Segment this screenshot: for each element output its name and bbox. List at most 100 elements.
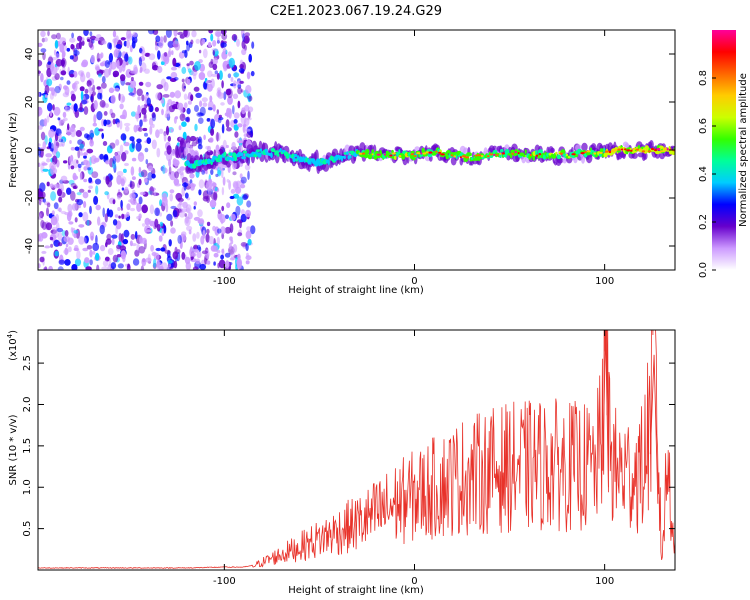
noise-blob <box>231 34 238 41</box>
noise-blob <box>209 137 214 143</box>
noise-blob <box>232 80 237 89</box>
noise-blob <box>84 133 89 139</box>
noise-blob <box>182 131 187 140</box>
noise-blob <box>218 114 222 119</box>
noise-blob <box>96 264 100 270</box>
noise-blob <box>96 86 101 90</box>
noise-blob <box>201 97 208 103</box>
noise-blob <box>245 209 251 218</box>
noise-blob <box>155 129 160 139</box>
noise-blob <box>95 252 100 261</box>
noise-blob <box>90 54 96 64</box>
noise-blob <box>44 37 48 42</box>
trace-peak <box>580 152 585 155</box>
noise-blob <box>96 111 103 121</box>
trace-peak <box>389 154 393 157</box>
trace-peak <box>641 150 646 153</box>
noise-blob <box>251 41 255 49</box>
noise-blob <box>159 212 163 217</box>
trace-peak <box>499 152 502 155</box>
noise-blob <box>197 138 201 143</box>
trace-halo <box>550 147 555 153</box>
noise-blob <box>121 151 127 162</box>
noise-blob <box>144 147 149 153</box>
noise-blob <box>38 263 41 269</box>
noise-blob <box>69 55 74 60</box>
noise-blob <box>83 159 89 166</box>
noise-blob <box>89 231 95 241</box>
noise-blob <box>89 132 95 138</box>
noise-blob <box>99 100 106 108</box>
trace-peak <box>611 149 615 153</box>
noise-blob <box>193 216 201 221</box>
noise-blob <box>168 263 172 268</box>
noise-blob <box>199 100 203 107</box>
trace-core <box>259 148 263 152</box>
noise-blob <box>92 250 96 255</box>
noise-blob <box>86 80 92 87</box>
noise-blob <box>138 166 142 174</box>
noise-blob <box>46 202 51 208</box>
noise-blob <box>156 84 163 90</box>
trace-core <box>535 150 538 156</box>
y-tick-label: -20 <box>24 190 35 206</box>
snr-line <box>38 330 675 569</box>
noise-blob <box>166 152 173 162</box>
noise-blob <box>237 100 241 109</box>
noise-blob <box>193 86 200 92</box>
noise-blob <box>173 260 178 269</box>
noise-blob <box>129 44 133 53</box>
noise-blob <box>135 142 142 152</box>
noise-blob <box>181 121 187 127</box>
noise-blob <box>112 30 117 38</box>
noise-blob <box>41 162 48 166</box>
noise-blob <box>53 91 57 97</box>
noise-blob <box>38 199 42 206</box>
noise-blob <box>55 32 61 40</box>
noise-blob <box>95 185 99 195</box>
noise-blob <box>57 188 62 197</box>
noise-blob <box>45 153 53 158</box>
noise-blob <box>179 201 183 206</box>
noise-blob <box>141 50 146 57</box>
noise-blob <box>166 213 173 221</box>
noise-blob <box>172 209 178 218</box>
trace-peak <box>383 153 386 156</box>
trace-peak <box>358 152 363 155</box>
noise-blob <box>191 141 197 147</box>
noise-blob <box>245 260 250 265</box>
noise-blob <box>67 203 73 213</box>
noise-blob <box>118 65 123 73</box>
noise-blob <box>95 66 100 72</box>
noise-blob <box>207 42 212 48</box>
noise-blob <box>94 37 100 42</box>
noise-blob <box>117 207 121 211</box>
noise-blob <box>87 167 91 171</box>
noise-blob <box>49 148 54 152</box>
noise-blob <box>83 106 89 115</box>
trace-peak <box>404 153 408 156</box>
noise-blob <box>156 223 161 232</box>
noise-blob <box>192 266 199 270</box>
noise-blob <box>120 178 125 187</box>
noise-blob <box>224 226 232 234</box>
noise-blob <box>169 193 173 202</box>
noise-blob <box>110 94 116 104</box>
noise-blob <box>63 236 71 243</box>
noise-blob <box>70 146 76 151</box>
noise-blob <box>114 214 119 218</box>
noise-blob <box>38 70 41 74</box>
noise-blob <box>48 128 55 138</box>
noise-blob <box>194 123 198 132</box>
noise-blob <box>201 250 208 255</box>
noise-blob <box>145 159 149 165</box>
noise-blob <box>80 61 88 68</box>
trace-peak <box>586 150 591 153</box>
noise-blob <box>162 164 166 175</box>
trace-peak <box>517 152 520 155</box>
trace-core <box>257 152 262 158</box>
noise-blob <box>62 50 66 58</box>
noise-blob <box>229 195 235 200</box>
noise-blob <box>130 70 137 74</box>
noise-blob <box>106 233 112 241</box>
